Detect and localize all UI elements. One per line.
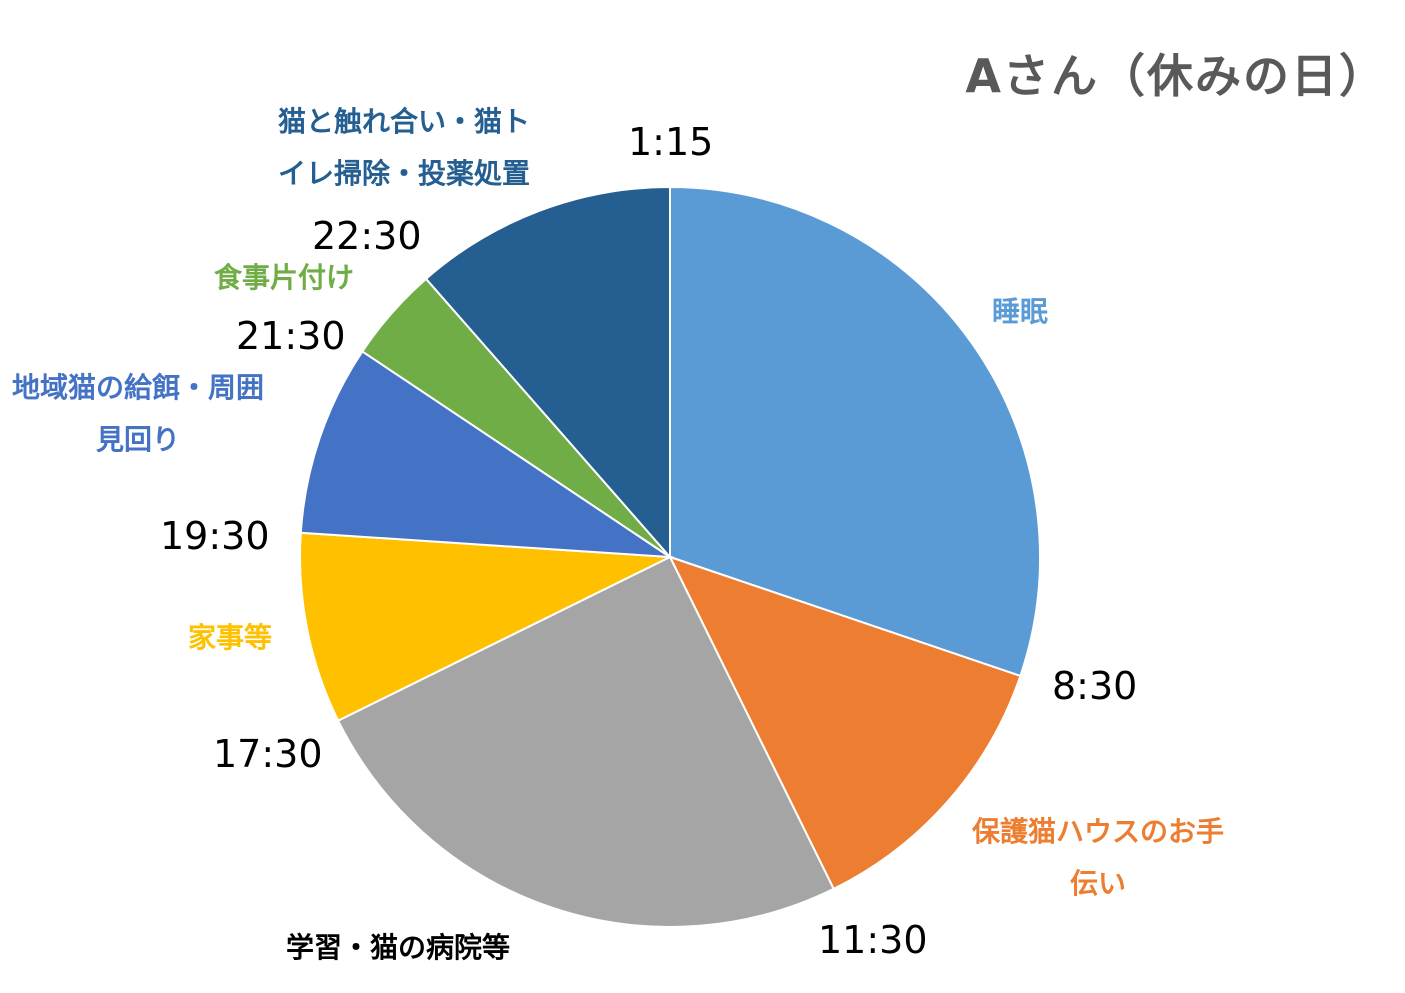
chart-title: Aさん（休みの日） bbox=[965, 49, 1387, 103]
time-label-21-30: 21:30 bbox=[236, 314, 346, 358]
time-label-8-30: 8:30 bbox=[1052, 664, 1138, 708]
slice-label-sleep: 睡眠 bbox=[992, 295, 1049, 328]
slice-label-shelter-help: 保護猫ハウスのお手 伝い bbox=[972, 815, 1225, 900]
pie-slice-community-cats bbox=[299, 350, 674, 559]
pie-slice-shelter-help bbox=[668, 555, 1022, 891]
slice-label-meal-cleanup: 食事片付け bbox=[214, 261, 355, 294]
slice-label-community-cats: 地域猫の給餌・周囲 見回り bbox=[12, 371, 265, 456]
pie-slice-sleep bbox=[669, 185, 1041, 678]
slice-label-housework: 家事等 bbox=[188, 621, 273, 654]
time-label-11-30: 11:30 bbox=[818, 918, 928, 962]
slice-label-study: 学習・猫の病院等 bbox=[286, 931, 511, 964]
pie-slice-cat-care bbox=[424, 185, 671, 560]
time-label-19-30: 19:30 bbox=[160, 514, 270, 558]
time-label-17-30: 17:30 bbox=[213, 732, 323, 776]
time-label-1-15: 1:15 bbox=[628, 120, 714, 164]
time-label-22-30: 22:30 bbox=[312, 214, 422, 258]
pie-slice-housework bbox=[299, 531, 674, 722]
pie-slice-study bbox=[336, 555, 835, 928]
slice-label-cat-care: 猫と触れ合い・猫ト イレ掃除・投薬処置 bbox=[278, 105, 531, 190]
